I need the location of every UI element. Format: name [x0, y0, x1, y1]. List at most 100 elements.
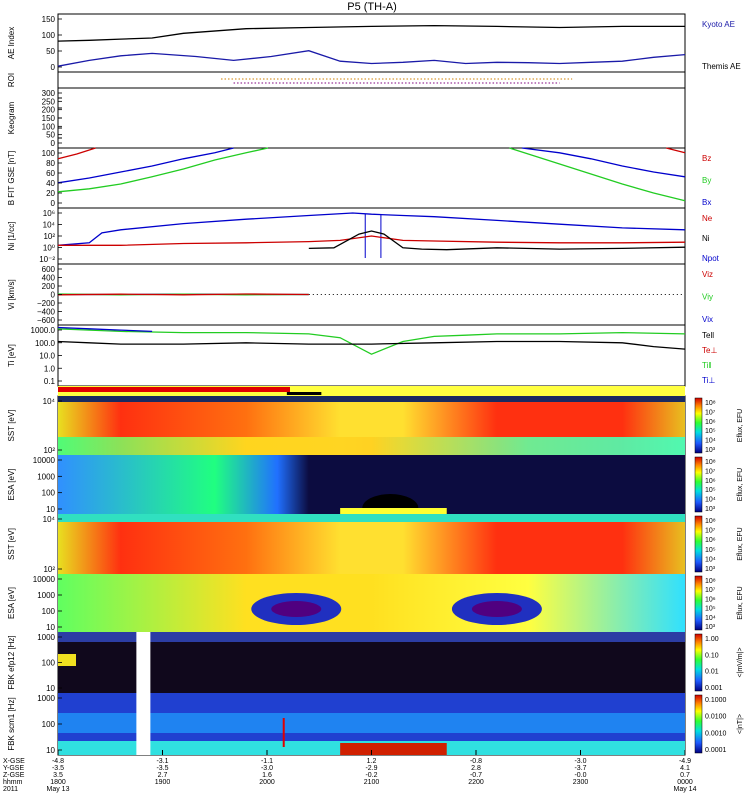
ytick-keogram: 50	[46, 131, 55, 140]
ytick-ae: 150	[42, 15, 56, 24]
cbar-label-sst1: Eflux, EFU	[737, 409, 744, 442]
esa1-low-yellow	[340, 508, 447, 514]
fbk1-gap	[136, 632, 151, 693]
cbar-tick-esa2: 10⁷	[705, 587, 716, 594]
ytick-vi: 0	[51, 291, 56, 300]
legend-ti: Ti‖	[702, 361, 712, 370]
cbar-tick-sst2: 10⁸	[705, 518, 716, 525]
cbar-tick-fbk1: 1.00	[705, 636, 719, 643]
mode-bar-red	[58, 387, 290, 392]
cbar-tick-esa2: 10⁶	[705, 596, 716, 603]
xaxis-tick-label: 0000	[677, 779, 693, 786]
ytick-ae: 0	[51, 63, 56, 72]
series-ti-	[57, 326, 153, 333]
series-group	[57, 24, 686, 355]
xaxis-tick-label: 1900	[155, 779, 171, 786]
ytick-bfit: 0	[51, 199, 56, 208]
fbk1-yellow	[58, 654, 76, 666]
legend-bfit: Bx	[702, 198, 711, 207]
xaxis-row-label: Y-GSE	[3, 765, 24, 772]
ytick-esa2: 10000	[33, 575, 56, 584]
ytick-sst1: 10⁴	[43, 397, 56, 406]
xaxis-row-label: 2011	[3, 786, 18, 793]
cbar-tick-esa1: 10⁴	[705, 497, 716, 504]
fbk2-red-block	[340, 743, 447, 755]
ytick-fbk1: 100	[42, 659, 56, 668]
fbk2-mid-band	[58, 713, 685, 733]
ytick-keogram: 150	[42, 114, 56, 123]
xaxis-tick-label: 1800	[50, 779, 66, 786]
ytick-ni: 10²	[43, 232, 55, 241]
cbar-tick-sst2: 10⁴	[705, 556, 716, 563]
colorbar-esa2	[694, 575, 703, 631]
sst2-top-band	[58, 514, 685, 522]
cbar-tick-fbk2: 0.0010	[705, 730, 727, 737]
xaxis-tick-label: -0.8	[470, 758, 482, 765]
series-by	[57, 147, 269, 193]
sst1-low-band	[58, 437, 685, 455]
xaxis-row-label: hhmm	[3, 779, 23, 786]
ytick-keogram: 250	[42, 97, 56, 106]
xaxis-tick-label: -4.9	[679, 758, 691, 765]
ytick-keogram: 100	[42, 122, 56, 131]
cbar-tick-fbk2: 0.0001	[705, 747, 727, 754]
cbar-tick-sst1: 10⁴	[705, 438, 716, 445]
ytick-sst2: 10²	[43, 565, 55, 574]
legend-ti: Ti⊥	[702, 376, 715, 385]
cbar-tick-fbk1: 0.10	[705, 652, 719, 659]
ytick-vi: 600	[42, 265, 56, 274]
xaxis-tick-label: 1.2	[367, 758, 377, 765]
series-bx	[57, 147, 234, 184]
legend-vi: Viz	[702, 270, 713, 279]
legend-ni: Ne	[702, 214, 713, 223]
ytick-vi: −400	[37, 308, 56, 317]
series-bz	[57, 147, 96, 160]
spectrogram-group	[58, 78, 685, 755]
panel-bfit	[57, 147, 686, 209]
ylabel-ti: Ti [eV]	[7, 344, 16, 367]
xaxis-tick-label: -0.7	[470, 772, 482, 779]
cbar-tick-esa1: 10⁷	[705, 468, 716, 475]
date-end: May 14	[674, 786, 697, 793]
ytick-sst2: 10⁴	[43, 515, 56, 524]
panel-keogram	[57, 87, 686, 149]
ytick-esa2: 10	[46, 623, 55, 632]
ytick-vi: −200	[37, 299, 56, 308]
colorbar-sst2	[694, 515, 703, 573]
ytick-ni: 10⁶	[43, 209, 55, 218]
cbar-label-esa2: Eflux, EFU	[737, 586, 744, 619]
series-ni	[308, 230, 686, 251]
cbar-tick-esa2: 10⁸	[705, 578, 716, 585]
xaxis-tick-label: -3.1	[156, 758, 168, 765]
cbar-tick-esa1: 10⁸	[705, 459, 716, 466]
ytick-bfit: 40	[46, 179, 55, 188]
mode-bar	[58, 386, 685, 396]
xaxis-tick-label: -2.9	[365, 765, 377, 772]
series-bx-end	[521, 147, 686, 178]
fbk1-top-band	[58, 632, 685, 642]
ytick-sst1: 10²	[43, 446, 55, 455]
cbar-label-sst2: Eflux, EFU	[737, 527, 744, 560]
cbar-tick-sst2: 10⁵	[705, 547, 716, 554]
xaxis-tick-label: -0.2	[365, 772, 377, 779]
xaxis-tick-label: -1.1	[261, 758, 273, 765]
spectrogram-esa2	[58, 574, 685, 632]
ylabel-keogram: Keogram	[7, 101, 16, 134]
ytick-ni: 10⁻²	[39, 255, 55, 264]
xaxis-tick-label: 3.5	[53, 772, 63, 779]
cbar-tick-esa2: 10⁴	[705, 615, 716, 622]
sst1-top-band	[58, 396, 685, 402]
series-npot	[57, 212, 686, 246]
cbar-tick-sst2: 10⁷	[705, 528, 716, 535]
xaxis-tick-label: -3.5	[156, 765, 168, 772]
xaxis-tick-label: -3.0	[574, 758, 586, 765]
xaxis-tick-label: 2.7	[158, 772, 168, 779]
cbar-tick-esa1: 10³	[705, 506, 716, 513]
legend-ae: Themis AE	[702, 62, 741, 71]
cbar-label-esa1: Eflux, EFU	[737, 468, 744, 501]
ylabel-bfit: B FIT GSE [nT]	[7, 151, 16, 206]
chart-title: P5 (TH-A)	[347, 1, 397, 13]
date-start: May 13	[47, 786, 70, 793]
